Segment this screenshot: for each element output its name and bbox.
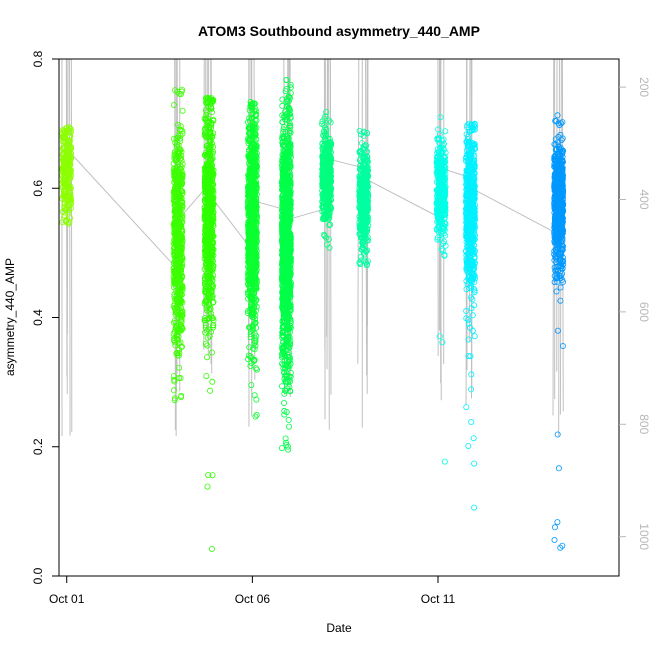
data-point — [285, 416, 292, 423]
data-point — [68, 172, 75, 179]
data-point — [204, 483, 211, 490]
data-point — [171, 240, 178, 247]
data-point — [171, 334, 178, 341]
data-point — [66, 166, 73, 173]
data-point — [66, 219, 73, 226]
data-point — [66, 139, 73, 146]
profile-line — [65, 58, 68, 395]
data-point — [278, 383, 285, 390]
profile-lines — [61, 58, 564, 437]
data-point — [174, 121, 181, 128]
data-point — [171, 199, 178, 206]
data-point — [59, 130, 66, 137]
data-point — [65, 193, 72, 200]
data-point — [175, 364, 182, 371]
data-point — [252, 413, 259, 420]
data-point — [59, 134, 66, 141]
data-point — [252, 365, 259, 372]
data-point — [170, 373, 177, 380]
data-point — [170, 240, 177, 247]
data-point — [278, 445, 285, 452]
data-point — [59, 127, 66, 134]
data-point — [63, 206, 70, 213]
data-point — [253, 411, 260, 418]
data-point — [171, 397, 178, 404]
transit-line — [470, 187, 559, 235]
data-point — [176, 127, 183, 134]
data-point — [59, 167, 66, 174]
data-point — [170, 135, 177, 142]
data-point — [170, 387, 177, 394]
data-point — [67, 153, 74, 160]
data-point — [441, 458, 448, 465]
data-point — [177, 327, 184, 334]
data-point — [64, 202, 71, 209]
data-point — [62, 162, 69, 169]
data-point — [207, 387, 214, 394]
data-point — [176, 374, 183, 381]
data-point — [65, 203, 72, 210]
data-point — [65, 129, 72, 136]
transit-line — [363, 177, 442, 219]
data-point — [60, 143, 67, 150]
data-point — [172, 87, 179, 94]
data-point — [63, 127, 70, 134]
data-point — [179, 107, 186, 114]
data-points — [59, 77, 567, 553]
chart-title: ATOM3 Southbound asymmetry_440_AMP — [198, 23, 480, 39]
data-point — [62, 138, 69, 145]
data-point — [203, 373, 210, 380]
data-point — [61, 214, 68, 221]
data-point — [177, 132, 184, 139]
data-point — [281, 399, 288, 406]
data-point — [177, 123, 184, 130]
data-point — [67, 169, 74, 176]
data-point — [59, 151, 66, 158]
data-point — [177, 317, 184, 324]
data-point — [64, 182, 71, 189]
data-point — [65, 153, 72, 160]
data-point — [61, 177, 68, 184]
data-point — [209, 378, 216, 385]
data-point — [177, 321, 184, 328]
data-point — [67, 215, 74, 222]
data-point — [61, 192, 68, 199]
data-point — [251, 392, 258, 399]
data-point — [177, 394, 184, 401]
data-point — [171, 395, 178, 402]
data-point — [204, 354, 211, 361]
data-point — [177, 91, 184, 98]
data-point — [177, 374, 184, 381]
data-point — [176, 135, 183, 142]
data-point — [65, 181, 72, 188]
data-point — [172, 342, 179, 349]
data-point — [286, 423, 293, 430]
data-point — [66, 196, 73, 203]
transit-line — [66, 148, 179, 271]
data-point — [208, 546, 215, 553]
data-point — [61, 160, 68, 167]
data-point — [172, 139, 179, 146]
